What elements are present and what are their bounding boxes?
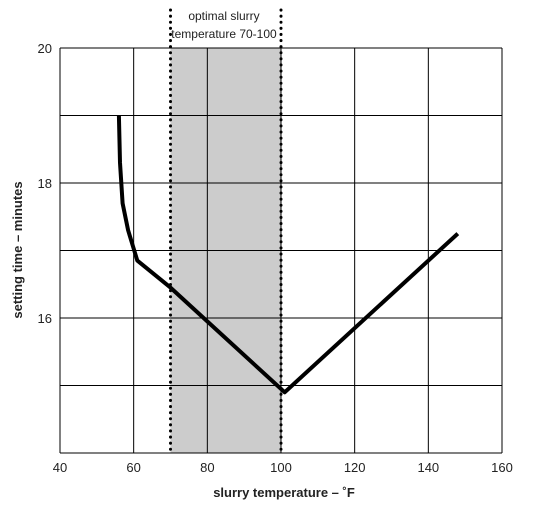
- y-tick-label: 18: [38, 176, 52, 191]
- x-tick-label: 160: [491, 460, 513, 475]
- grid: [59, 47, 503, 454]
- tick-labels: 40 60 80 100 120 140 160 16 18 20: [38, 41, 513, 475]
- x-axis-label: slurry temperature – ˚F: [213, 485, 355, 500]
- x-tick-label: 120: [344, 460, 366, 475]
- x-tick-label: 140: [417, 460, 439, 475]
- data-series: [116, 115, 460, 395]
- x-tick-label: 60: [126, 460, 140, 475]
- setting-time-curve: [116, 115, 460, 395]
- optimal-range-label-line1: optimal slurry: [188, 9, 259, 23]
- y-axis-label: setting time – minutes: [10, 181, 25, 318]
- y-tick-label: 16: [38, 311, 52, 326]
- x-tick-label: 40: [53, 460, 67, 475]
- optimal-range-shading: [169, 8, 283, 455]
- x-tick-label: 80: [200, 460, 214, 475]
- optimal-range-label-line2: temperature 70-100: [171, 27, 277, 41]
- y-tick-label: 20: [38, 41, 52, 56]
- x-tick-label: 100: [270, 460, 292, 475]
